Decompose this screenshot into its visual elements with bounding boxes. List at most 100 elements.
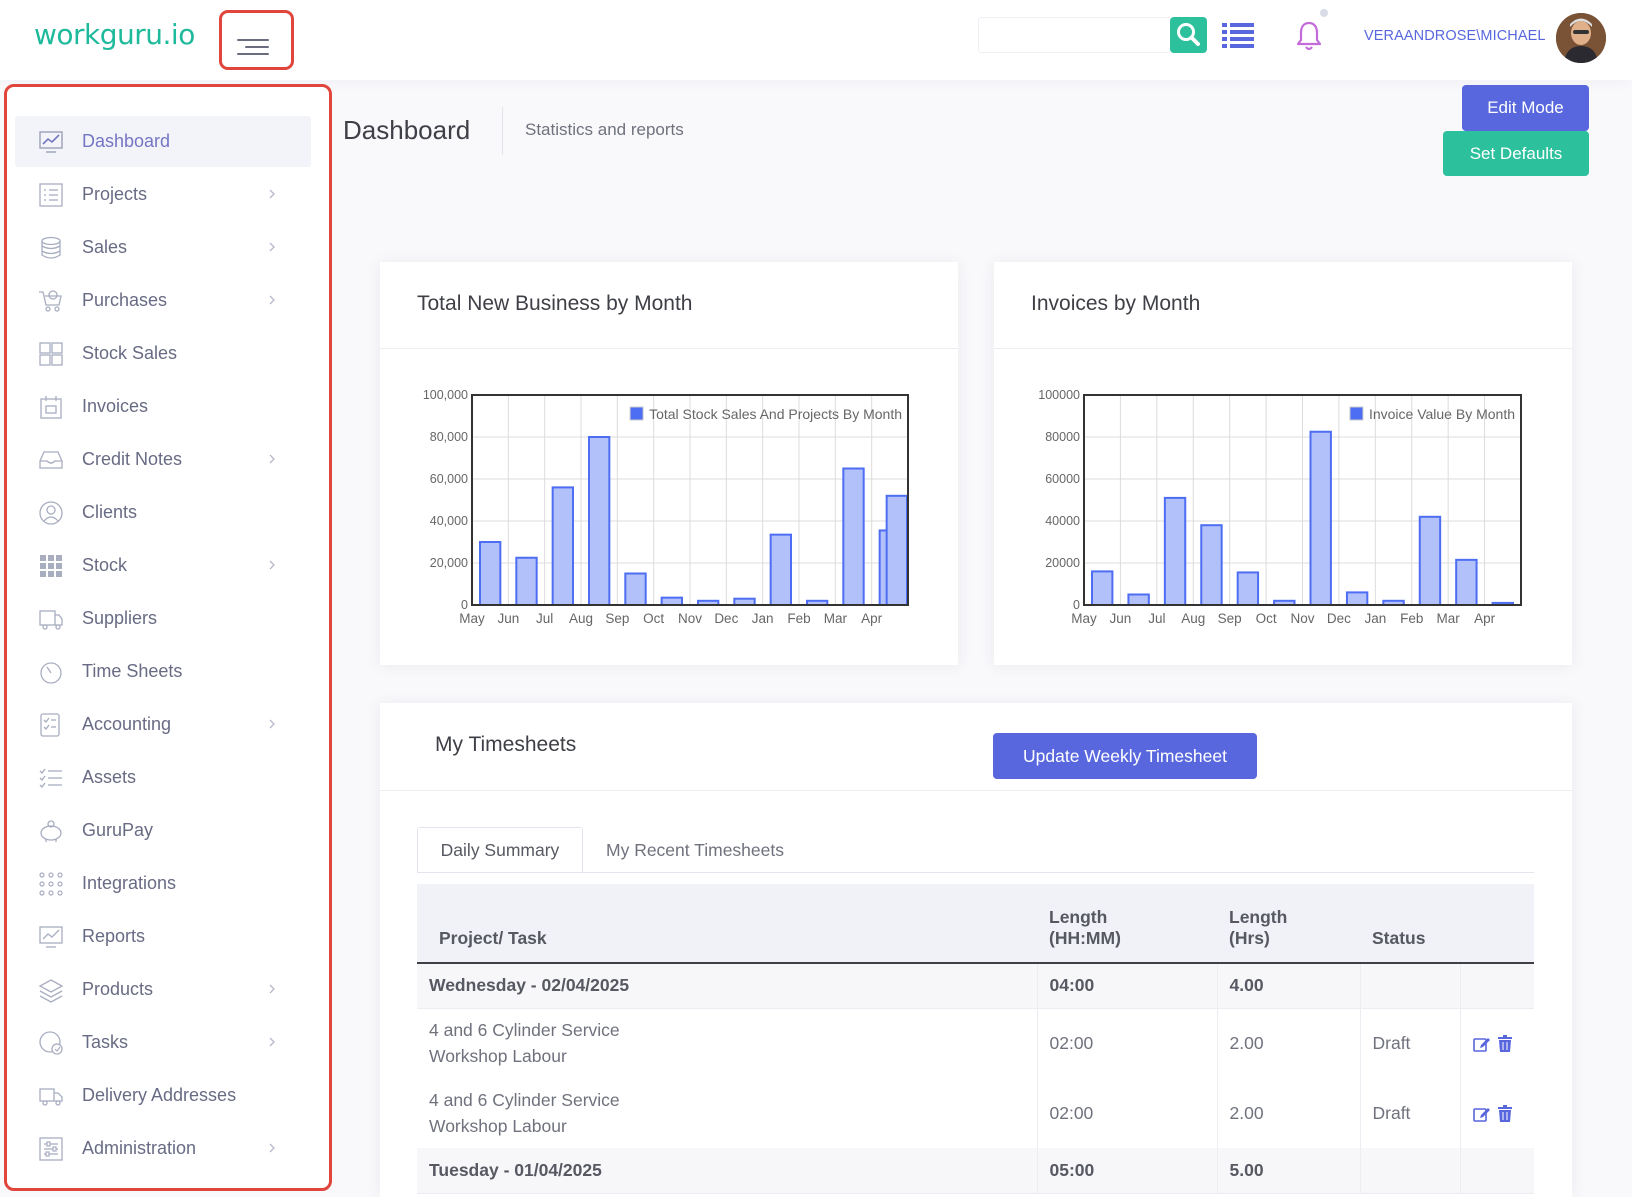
hamburger-icon bbox=[237, 39, 269, 41]
list-icon[interactable] bbox=[1222, 22, 1254, 48]
chevron-right-icon bbox=[269, 295, 275, 305]
entry-actions bbox=[1460, 1008, 1534, 1078]
entry-task: Workshop Labour bbox=[429, 1116, 567, 1136]
sidebar-toggle-button[interactable] bbox=[219, 10, 294, 70]
chevron-right-icon bbox=[269, 719, 275, 729]
sidebar-item-label: Purchases bbox=[82, 290, 168, 310]
sidebar-item-time-sheets[interactable]: Time Sheets bbox=[15, 646, 311, 697]
tasks-icon bbox=[39, 1031, 63, 1055]
sidebar-item-invoices[interactable]: Invoices bbox=[15, 381, 311, 432]
sidebar-item-label: Administration bbox=[82, 1138, 197, 1158]
invoices-icon bbox=[40, 396, 62, 419]
delete-icon[interactable] bbox=[1496, 1035, 1514, 1053]
entry-hrs: 2.00 bbox=[1217, 1008, 1361, 1078]
entry-task: Workshop Labour bbox=[429, 1046, 567, 1067]
day-label: Tuesday - 01/04/2025 bbox=[417, 1148, 1038, 1194]
chart-title: Invoices by Month bbox=[1031, 292, 1201, 315]
edit-icon[interactable] bbox=[1472, 1035, 1491, 1053]
assets-icon bbox=[39, 768, 62, 788]
edit-mode-button[interactable]: Edit Mode bbox=[1462, 85, 1589, 131]
chart-card-invoices bbox=[994, 262, 1572, 665]
sidebar-item-label: Stock bbox=[82, 555, 128, 575]
chevron-right-icon bbox=[269, 454, 275, 464]
stock-sales-icon bbox=[39, 342, 63, 366]
sidebar-item-stock-sales[interactable]: Stock Sales bbox=[15, 328, 311, 379]
sidebar-item-label: Assets bbox=[82, 767, 137, 787]
page-title: Dashboard bbox=[343, 115, 471, 145]
chevron-right-icon bbox=[269, 984, 275, 994]
hamburger-icon-line bbox=[237, 53, 269, 55]
sidebar-item-gurupay[interactable]: GuruPay bbox=[15, 805, 311, 856]
edit-icon[interactable] bbox=[1472, 1105, 1491, 1123]
search-input[interactable] bbox=[978, 17, 1172, 53]
administration-icon bbox=[39, 1137, 63, 1161]
sidebar-item-label: GuruPay bbox=[82, 820, 154, 840]
credit-notes-icon bbox=[39, 451, 63, 469]
day-actions bbox=[1460, 1148, 1534, 1194]
sidebar-item-tasks[interactable]: Tasks bbox=[15, 1017, 311, 1068]
table-row: 4 and 6 Cylinder Service Workshop Labour … bbox=[417, 1078, 1534, 1148]
sidebar-item-products[interactable]: Products bbox=[15, 964, 311, 1015]
sidebar-item-label: Time Sheets bbox=[82, 661, 183, 681]
day-summary-row: Wednesday - 02/04/2025 04:00 4.00 bbox=[417, 963, 1534, 1009]
day-hrs: 5.00 bbox=[1217, 1148, 1361, 1194]
sidebar-item-reports[interactable]: Reports bbox=[15, 911, 311, 962]
search-button[interactable] bbox=[1170, 17, 1207, 53]
chart-card-new-business bbox=[380, 262, 958, 665]
sidebar-item-label: Projects bbox=[82, 184, 148, 204]
delete-icon[interactable] bbox=[1496, 1104, 1514, 1123]
card-header bbox=[380, 703, 1572, 791]
sidebar-item-label: Suppliers bbox=[82, 608, 158, 628]
stock-icon bbox=[40, 555, 62, 577]
sidebar-item-label: Credit Notes bbox=[82, 449, 183, 469]
sidebar-item-label: Delivery Addresses bbox=[82, 1085, 237, 1105]
delivery-addresses-icon bbox=[39, 1088, 63, 1106]
chevron-right-icon bbox=[269, 242, 275, 252]
sidebar-item-projects[interactable]: Projects bbox=[15, 169, 311, 220]
entry-hhmm: 02:00 bbox=[1037, 1008, 1218, 1078]
sidebar-item-purchases[interactable]: Purchases bbox=[15, 275, 311, 326]
sidebar-item-delivery-addresses[interactable]: Delivery Addresses bbox=[15, 1070, 311, 1121]
sidebar-item-administration[interactable]: Administration bbox=[15, 1123, 311, 1174]
gurupay-icon bbox=[40, 820, 62, 842]
sidebar-item-accounting[interactable]: Accounting bbox=[15, 699, 311, 750]
update-weekly-timesheet-button[interactable]: Update Weekly Timesheet bbox=[993, 733, 1257, 779]
sidebar-item-dashboard[interactable]: Dashboard bbox=[15, 116, 311, 167]
time-sheets-icon bbox=[40, 662, 62, 684]
timesheet-table: Project/ Task Length (HH:MM) Length (Hrs) … bbox=[417, 884, 1534, 1194]
sidebar-item-label: Invoices bbox=[82, 396, 149, 416]
tab-my-recent-timesheets[interactable]: My Recent Timesheets bbox=[606, 839, 784, 860]
column-header-status: Status bbox=[1360, 884, 1460, 964]
sidebar-item-stock[interactable]: Stock bbox=[15, 540, 311, 591]
entry-project: 4 and 6 Cylinder Service bbox=[429, 1020, 620, 1041]
day-status bbox=[1360, 963, 1461, 1009]
column-header-length-hrs: Length (Hrs) bbox=[1217, 884, 1360, 964]
sidebar-item-assets[interactable]: Assets bbox=[15, 752, 311, 803]
username[interactable]: VERAANDROSE\MICHAEL bbox=[1364, 28, 1546, 44]
entry-project-cell: 4 and 6 Cylinder Service Workshop Labour bbox=[417, 1078, 1038, 1148]
sidebar-item-suppliers[interactable]: Suppliers bbox=[15, 593, 311, 644]
logo[interactable]: workguru.io bbox=[34, 18, 195, 51]
sidebar-item-sales[interactable]: Sales bbox=[15, 222, 311, 273]
accounting-icon bbox=[40, 713, 60, 737]
tab-daily-summary[interactable]: Daily Summary bbox=[417, 827, 583, 873]
sidebar-item-label: Products bbox=[82, 979, 154, 999]
sidebar-item-clients[interactable]: Clients bbox=[15, 487, 311, 538]
integrations-icon bbox=[39, 872, 63, 896]
set-defaults-button[interactable]: Set Defaults bbox=[1443, 131, 1589, 176]
suppliers-icon bbox=[39, 610, 63, 630]
day-label: Wednesday - 02/04/2025 bbox=[417, 963, 1038, 1009]
sales-icon bbox=[41, 236, 61, 259]
chart-title: Total New Business by Month bbox=[417, 292, 693, 315]
purchases-icon bbox=[39, 290, 62, 312]
sidebar-item-integrations[interactable]: Integrations bbox=[15, 858, 311, 909]
sidebar-item-label: Reports bbox=[82, 926, 146, 946]
timesheets-title: My Timesheets bbox=[435, 733, 577, 756]
sidebar-item-credit-notes[interactable]: Credit Notes bbox=[15, 434, 311, 485]
notification-dot bbox=[1320, 9, 1328, 17]
hamburger-icon-line bbox=[245, 46, 269, 48]
avatar[interactable] bbox=[1556, 13, 1606, 63]
table-row: 4 and 6 Cylinder Service Workshop Labour … bbox=[417, 1008, 1534, 1078]
bell-icon[interactable] bbox=[1296, 20, 1322, 52]
day-actions bbox=[1460, 963, 1534, 1009]
